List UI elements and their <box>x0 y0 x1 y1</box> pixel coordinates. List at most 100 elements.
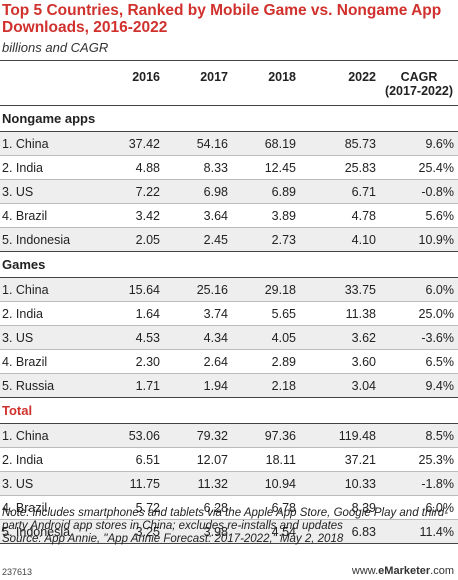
brand-prefix: www. <box>351 565 379 577</box>
table-cell: 6.5% <box>425 355 455 369</box>
table-cell: 1.71 <box>135 379 160 393</box>
table-cell: 3.04 <box>351 379 376 393</box>
note-text: Note: includes smartphones and tablets v… <box>2 507 448 532</box>
table-cell: -1.8% <box>421 477 454 491</box>
section-label: Nongame apps <box>2 111 96 126</box>
data-table: 2016 2017 2018 2022 CAGR (2017-2022) Non… <box>0 60 458 544</box>
table-cell: 8.39 <box>351 501 376 515</box>
table-cell: 4.78 <box>351 209 376 223</box>
table-cell: 5.65 <box>271 307 296 321</box>
table-cell: 6.89 <box>271 185 296 199</box>
table-cell: 3.89 <box>271 209 296 223</box>
table-cell: 11.4% <box>419 525 454 539</box>
table-cell: 3.74 <box>203 307 228 321</box>
table-cell: 3.60 <box>351 355 376 369</box>
row-label: 5. Indonesia <box>2 233 71 247</box>
row-label: 5. Russia <box>2 379 55 393</box>
row-label: 2. India <box>2 453 44 467</box>
table-cell: 97.36 <box>264 429 296 443</box>
table-cell: 4.34 <box>203 331 228 345</box>
table-cell: 3.62 <box>351 331 376 345</box>
section-header-row: Nongame apps <box>0 106 458 132</box>
table-row: 1. China 53.06 79.32 97.36 119.48 8.5% <box>0 424 458 448</box>
table-cell: 7.22 <box>135 185 160 199</box>
section-header-row: Total <box>0 398 458 424</box>
table-cell: 2.18 <box>271 379 296 393</box>
section-label: Total <box>2 403 33 418</box>
source-text: Source: App Annie, "App Annie Forecast: … <box>2 533 344 545</box>
table-row: 5. Indonesia 3.25 3.98 4.54 6.83 11.4% <box>0 520 458 544</box>
table-row: 1. China 15.64 25.16 29.18 33.75 6.0% <box>0 278 458 302</box>
table-cell: 4.10 <box>351 233 376 247</box>
row-label: 4. Brazil <box>2 209 48 223</box>
brand-name: eMarketer <box>378 565 431 577</box>
row-label: 3. US <box>2 185 34 199</box>
row-label: 1. China <box>2 429 49 443</box>
table-row: 2. India 1.64 3.74 5.65 11.38 25.0% <box>0 302 458 326</box>
table-cell: 6.0% <box>425 283 455 297</box>
table-cell: 12.07 <box>196 453 228 467</box>
table-cell: 4.88 <box>135 161 160 175</box>
table-cell: 6.98 <box>203 185 228 199</box>
row-label: 5. Indonesia <box>2 525 71 539</box>
chart-subtitle: billions and CAGR <box>2 40 109 55</box>
table-cell: 6.83 <box>351 525 376 539</box>
table-cell: -3.6% <box>421 331 454 345</box>
table-cell: 15.64 <box>128 283 160 297</box>
header-cagr-line2: (2017-2022) <box>384 84 454 98</box>
brand-logo: www.eMarketer.com <box>352 565 454 577</box>
table-cell: 11.38 <box>345 307 376 321</box>
table-cell: 25.4% <box>418 161 454 175</box>
row-label: 1. China <box>2 283 49 297</box>
table-row: 4. Brazil 2.30 2.64 2.89 3.60 6.5% <box>0 350 458 374</box>
table-cell: 119.48 <box>338 429 376 443</box>
table-cell: 6.78 <box>271 501 296 515</box>
row-label: 3. US <box>2 477 34 491</box>
table-cell: 8.33 <box>203 161 228 175</box>
table-cell: 10.9% <box>418 233 454 247</box>
table-cell: 1.64 <box>135 307 160 321</box>
header-2022: 2022 <box>348 70 376 84</box>
table-cell: 2.89 <box>271 355 296 369</box>
row-label: 2. India <box>2 307 44 321</box>
table-cell: 2.64 <box>203 355 228 369</box>
table-cell: 53.06 <box>128 429 160 443</box>
table-cell: 2.73 <box>271 233 296 247</box>
row-label: 4. Brazil <box>2 355 48 369</box>
table-cell: 85.73 <box>344 137 376 151</box>
table-cell: 4.54 <box>271 525 296 539</box>
table-row: 2. India 4.88 8.33 12.45 25.83 25.4% <box>0 156 458 180</box>
table-row: 2. India 6.51 12.07 18.11 37.21 25.3% <box>0 448 458 472</box>
table-cell: 33.75 <box>344 283 376 297</box>
table-cell: 25.0% <box>418 307 454 321</box>
chart-title: Top 5 Countries, Ranked by Mobile Game v… <box>2 2 442 36</box>
row-label: 3. US <box>2 331 34 345</box>
table-cell: 2.30 <box>135 355 160 369</box>
table-row: 4. Brazil 3.42 3.64 3.89 4.78 5.6% <box>0 204 458 228</box>
table-cell: 6.71 <box>351 185 376 199</box>
table-row: 5. Indonesia 2.05 2.45 2.73 4.10 10.9% <box>0 228 458 252</box>
table-cell: 68.19 <box>264 137 296 151</box>
table-cell: 10.33 <box>344 477 376 491</box>
table-cell: 11.32 <box>197 477 228 491</box>
table-cell: 10.94 <box>264 477 296 491</box>
table-body: Nongame apps 1. China 37.42 54.16 68.19 85.73… <box>0 106 458 544</box>
table-cell: 37.21 <box>344 453 376 467</box>
table-cell: 25.83 <box>344 161 376 175</box>
table-cell: 25.16 <box>196 283 228 297</box>
table-cell: 6.51 <box>135 453 160 467</box>
table-cell: 37.42 <box>128 137 160 151</box>
table-header-row: 2016 2017 2018 2022 CAGR (2017-2022) <box>0 60 458 106</box>
table-cell: 2.05 <box>135 233 160 247</box>
table-row: 3. US 4.53 4.34 4.05 3.62 -3.6% <box>0 326 458 350</box>
section-header-row: Games <box>0 252 458 278</box>
table-row: 5. Russia 1.71 1.94 2.18 3.04 9.4% <box>0 374 458 398</box>
chart-note: Note: includes smartphones and tablets v… <box>2 507 454 546</box>
table-row: 3. US 7.22 6.98 6.89 6.71 -0.8% <box>0 180 458 204</box>
table-cell: 3.25 <box>135 525 160 539</box>
row-label: 4. Brazil <box>2 501 48 515</box>
table-cell: 3.42 <box>135 209 160 223</box>
table-cell: 2.45 <box>203 233 228 247</box>
header-2017: 2017 <box>200 70 228 84</box>
row-label: 2. India <box>2 161 44 175</box>
